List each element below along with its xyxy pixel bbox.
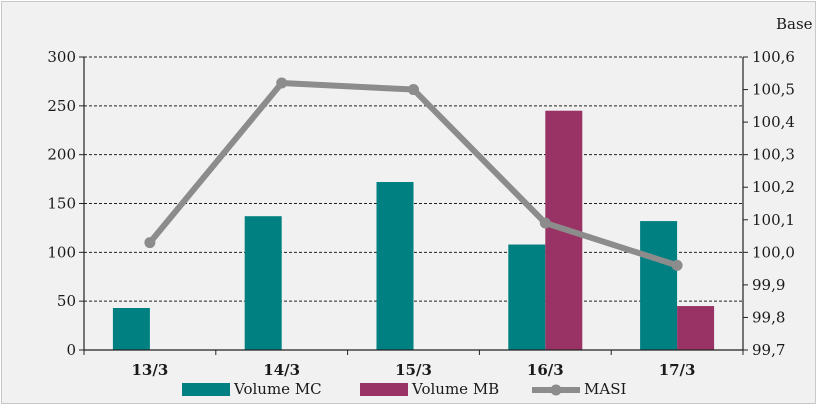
legend-swatch-volume-mb [360, 383, 408, 396]
bar-volume-mc [376, 182, 414, 350]
left-axis-tick-label: 250 [47, 97, 76, 115]
masi-point [408, 84, 419, 96]
masi-point [539, 217, 551, 229]
right-axis-tick-label: 100,0 [752, 243, 795, 261]
left-axis-tick-label: 50 [57, 292, 76, 310]
right-axis-tick-label: 100,1 [752, 211, 795, 229]
legend-label-masi: MASI [584, 380, 626, 398]
right-axis-tick-label: 100,2 [752, 178, 795, 196]
legend-swatch-volume-mc [182, 383, 230, 396]
masi-point [144, 237, 156, 249]
tick-labels: 0 50 100 150 200 250 300 99,7 99,8 99,9 100,0 100,1… [47, 48, 795, 379]
right-axis-unit-label: Base 100 [776, 15, 817, 33]
bar-volume-mc [112, 308, 150, 350]
x-axis-tick-label: 15/3 [395, 361, 432, 379]
right-axis-tick-label: 100,5 [752, 81, 795, 99]
x-axis-tick-label: 14/3 [263, 361, 300, 379]
right-axis-tick-label: 100,6 [752, 48, 795, 66]
left-axis-tick-label: 300 [47, 48, 76, 66]
legend: Volume MC Volume MB MASI [182, 380, 626, 398]
bar-volume-mc [508, 244, 546, 350]
x-axis-tick-label: 16/3 [527, 361, 564, 379]
left-axis-tick-label: 100 [47, 243, 76, 261]
right-axis-tick-label: 99,7 [752, 341, 785, 359]
left-axis-tick-label: 0 [66, 341, 76, 359]
masi-line-layer [144, 77, 683, 271]
bar-volume-mc [640, 221, 678, 350]
x-axis-tick-label: 13/3 [132, 361, 169, 379]
right-axis-tick-label: 99,8 [752, 308, 785, 326]
masi-point [276, 77, 288, 89]
right-axis-tick-label: 100,3 [752, 146, 795, 164]
axes [79, 56, 748, 355]
masi-point [671, 259, 683, 271]
legend-label-volume-mb: Volume MB [411, 380, 499, 398]
bar-volume-mc [244, 216, 282, 350]
bars [112, 110, 715, 350]
right-axis-tick-label: 99,9 [752, 276, 785, 294]
bar-volume-mb [677, 306, 715, 350]
left-axis-tick-label: 200 [47, 146, 76, 164]
legend-marker-masi [550, 384, 562, 396]
right-axis-tick-label: 100,4 [752, 113, 795, 131]
left-axis-tick-label: 150 [47, 195, 76, 213]
x-axis-tick-label: 17/3 [659, 361, 696, 379]
legend-label-volume-mc: Volume MC [233, 380, 322, 398]
